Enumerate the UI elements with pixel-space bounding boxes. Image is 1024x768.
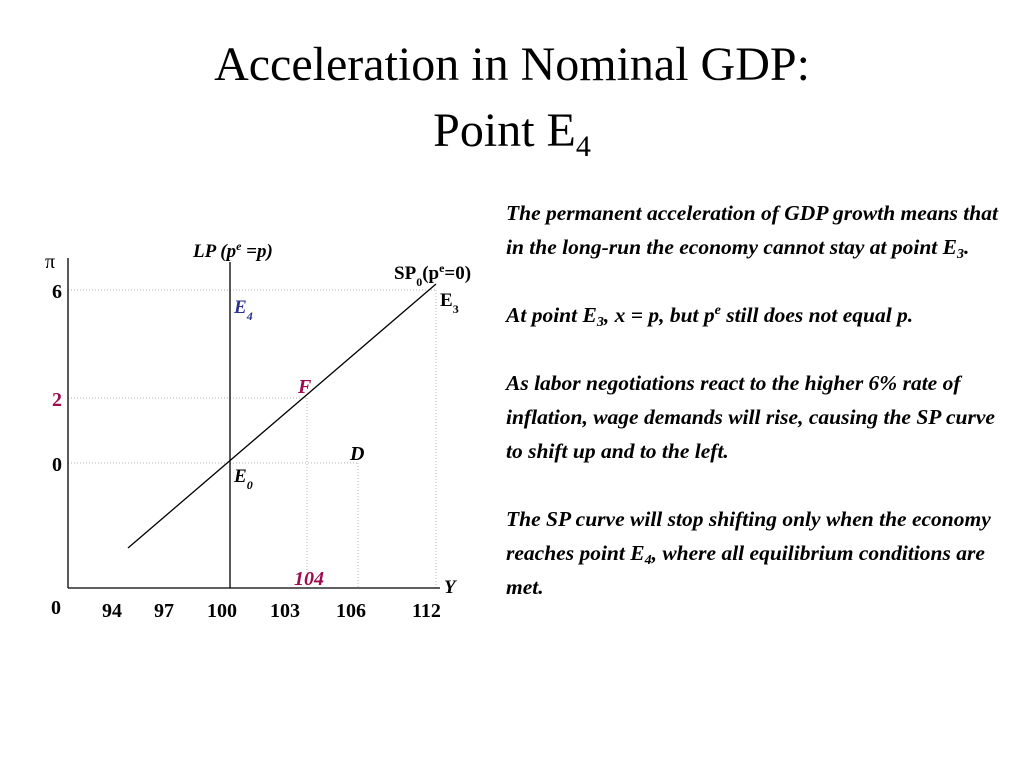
y-axis-symbol: π <box>45 251 55 273</box>
y-tick-label-highlight: 2 <box>52 389 62 411</box>
slide-title-line1: Acceleration in Nominal GDP: <box>214 38 810 91</box>
point-d-label: D <box>349 443 364 465</box>
paragraph-2: At point E3, x = p, but pe still does no… <box>506 303 914 330</box>
x-axis-symbol: Y <box>444 577 458 598</box>
title-point-label: Point E <box>433 104 576 157</box>
sp-lp-diagram: π Y 0 6 2 0 94 97 100 103 106 112 104 LP… <box>45 239 471 622</box>
x-tick-label: 112 <box>412 600 441 622</box>
paragraph-1: The permanent acceleration of GDP growth… <box>506 201 998 262</box>
sp0-curve-label: SP0(pe=0) <box>394 261 471 289</box>
point-e0-label: E0 <box>233 466 253 492</box>
paragraph-3: As labor negotiations react to the highe… <box>506 371 995 463</box>
x-tick-label: 94 <box>102 600 122 622</box>
point-e4-label: E4 <box>233 297 253 323</box>
y-tick-label: 6 <box>52 281 62 303</box>
point-f-label: F <box>297 376 312 398</box>
sp0-curve <box>127 283 437 549</box>
slide-title-line2: Point E4 <box>0 104 1024 174</box>
title-point-subscript: 4 <box>575 130 591 163</box>
origin-label: 0 <box>51 597 61 619</box>
explanation-text: The permanent acceleration of GDP growth… <box>506 196 1006 604</box>
x-tick-label: 97 <box>154 600 174 622</box>
x-highlight-label-104: 104 <box>294 568 324 590</box>
x-tick-label: 100 <box>207 600 237 622</box>
x-tick-label: 103 <box>270 600 300 622</box>
y-tick-label: 0 <box>52 454 62 476</box>
point-e3-label: E3 <box>440 290 459 316</box>
lp-curve-label: LP (pe =p) <box>192 239 273 262</box>
paragraph-4: The SP curve will stop shifting only whe… <box>506 507 991 599</box>
x-tick-label: 106 <box>336 600 366 622</box>
